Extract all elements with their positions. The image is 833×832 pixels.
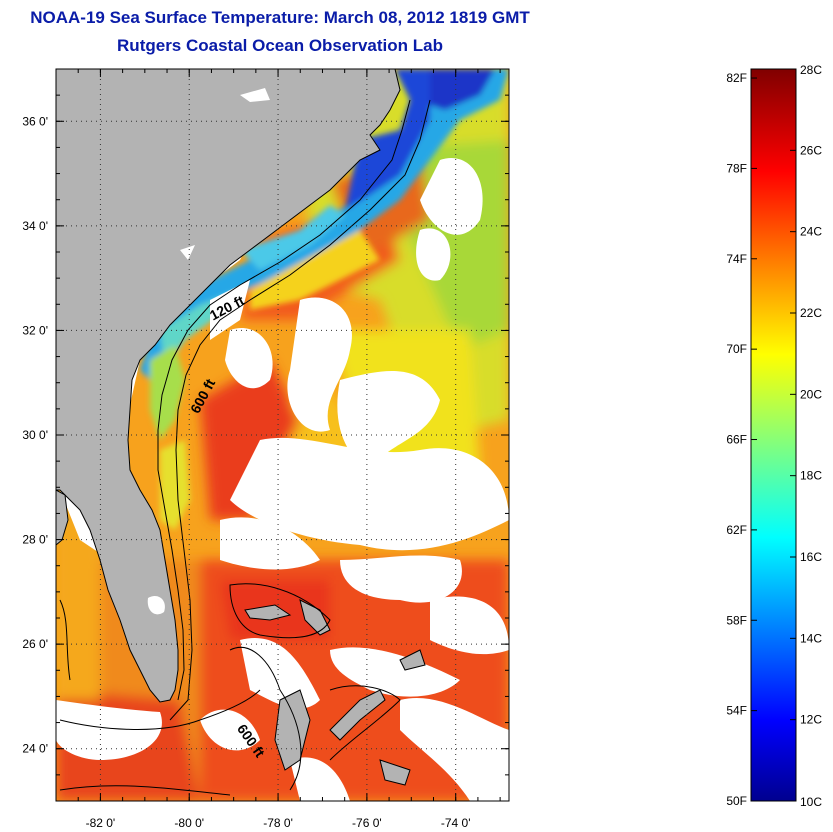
colorbar-c-label: 16C [800,550,822,564]
colorbar-c-label: 22C [800,306,822,320]
colorbar-c-label: 24C [800,225,822,239]
colorbar-c-label: 10C [800,795,822,809]
colorbar-f-label: 66F [726,433,747,447]
colorbar-c-label: 12C [800,713,822,727]
colorbar-f-label: 54F [726,704,747,718]
map-subtitle: Rutgers Coastal Ocean Observation Lab [117,36,443,55]
colorbar-c-label: 28C [800,63,822,77]
colorbar-c-label: 20C [800,387,822,401]
y-tick-label: 36 0' [22,114,48,128]
axis-ticks: -82 0' -80 0' -78 0' -76 0' -74 0' 24 0' 26 0'… [22,68,509,830]
x-tick-label: -82 0' [86,816,116,830]
colorbar-gradient [750,68,797,802]
colorbar-f-label: 70F [726,342,747,356]
lake-okeechobee [147,595,165,615]
y-tick-label: 34 0' [22,219,48,233]
graticule [56,69,509,801]
x-tick-label: -80 0' [174,816,204,830]
x-tick-label: -74 0' [441,816,471,830]
colorbar-c-label: 18C [800,469,822,483]
colorbar-f-label: 58F [726,613,747,627]
bathymetry-contours [59,99,431,796]
x-tick-label: -76 0' [352,816,382,830]
colorbar-f-label: 78F [726,161,747,175]
y-tick-label: 26 0' [22,637,48,651]
y-tick-label: 30 0' [22,428,48,442]
colorbar-f-label: 50F [726,794,747,808]
colorbar-f-label: 74F [726,252,747,266]
map-title: NOAA-19 Sea Surface Temperature: March 0… [30,8,530,27]
colorbar-f-label: 82F [726,71,747,85]
x-tick-label: -78 0' [263,816,293,830]
y-tick-label: 28 0' [22,533,48,547]
landmass [56,69,426,786]
y-tick-label: 24 0' [22,742,48,756]
y-tick-label: 32 0' [22,323,48,337]
colorbar-c-label: 14C [800,631,822,645]
colorbar-c-label: 26C [800,143,822,157]
colorbar-f-label: 62F [726,523,747,537]
